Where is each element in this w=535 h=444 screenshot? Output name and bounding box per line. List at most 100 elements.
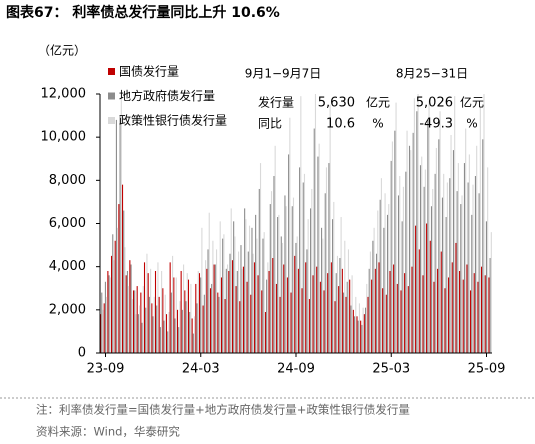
bar [195, 283, 197, 353]
bar [478, 193, 480, 353]
bar [284, 195, 286, 353]
bar [259, 163, 262, 353]
bar [169, 262, 171, 353]
bar [399, 176, 401, 353]
bar [449, 178, 451, 353]
bar [158, 296, 160, 353]
row-unit: % [466, 117, 477, 131]
bar [335, 273, 337, 353]
bar [128, 286, 130, 353]
bar [266, 279, 268, 353]
bar [174, 318, 176, 353]
bar [257, 275, 259, 353]
bar [100, 314, 102, 353]
bar [170, 292, 172, 353]
bar [285, 206, 287, 353]
bar [145, 307, 147, 353]
bar [482, 139, 484, 353]
row-unit: % [372, 117, 383, 131]
bar [318, 143, 320, 353]
bar [200, 277, 202, 353]
bar [197, 270, 199, 353]
bar [299, 167, 301, 353]
bar [437, 268, 439, 353]
bar [407, 286, 409, 353]
bar [366, 283, 368, 353]
legend-label: 地方政府债发行量 [119, 88, 215, 103]
bar [445, 217, 447, 353]
bar [218, 296, 220, 353]
bar [350, 305, 352, 353]
bar [102, 309, 104, 353]
y-tick-label: 8,000 [49, 173, 86, 188]
bar [363, 314, 365, 353]
bar [463, 163, 466, 353]
bar [192, 333, 194, 353]
bar [383, 227, 385, 353]
bar [224, 299, 226, 353]
legend-label: 国债发行量 [119, 64, 179, 79]
bar [173, 277, 175, 353]
bar [477, 281, 479, 353]
bar [233, 221, 235, 353]
bar [255, 214, 257, 353]
bar [397, 195, 400, 353]
bar [184, 290, 186, 353]
row-unit: 亿元 [366, 95, 390, 110]
bar [307, 219, 309, 353]
bar [466, 264, 468, 353]
bar [126, 270, 128, 353]
bar [419, 165, 422, 353]
bar [119, 115, 121, 353]
bar [374, 268, 376, 353]
bar [274, 145, 276, 353]
bar [246, 281, 248, 353]
bar [368, 268, 370, 353]
bar [440, 251, 442, 353]
bar [443, 173, 445, 353]
bar [429, 240, 431, 353]
legend-swatch [108, 117, 115, 124]
bar [176, 309, 179, 353]
bar [198, 273, 201, 353]
bar [413, 98, 415, 353]
row-value: -49.3 [419, 117, 453, 132]
bar [125, 275, 127, 353]
bar [244, 208, 246, 353]
bar [421, 156, 423, 353]
y-tick-label: 0 [78, 346, 86, 361]
bar [202, 305, 204, 353]
bar [412, 132, 414, 353]
bar [164, 294, 166, 353]
bar [231, 260, 233, 353]
bar [185, 301, 187, 353]
bar [189, 311, 191, 353]
bar [124, 247, 126, 353]
bar [435, 147, 437, 353]
bar [459, 270, 461, 353]
bar [349, 279, 351, 353]
bar [230, 208, 232, 353]
y-tick-label: 4,000 [49, 259, 86, 274]
bar [410, 150, 412, 353]
bar [393, 264, 395, 353]
bar [228, 270, 230, 353]
bar [262, 238, 264, 353]
bar [428, 100, 430, 353]
bar [426, 223, 428, 353]
bar [123, 210, 125, 353]
bar [465, 128, 467, 353]
x-tick-label: 25-03 [372, 362, 410, 377]
bar [191, 318, 193, 353]
bar [181, 309, 183, 353]
bar [341, 268, 343, 353]
bar [460, 204, 462, 353]
bar [319, 281, 321, 353]
bar [470, 290, 472, 353]
bar [157, 262, 159, 353]
bar [424, 169, 426, 353]
bar [152, 316, 154, 353]
y-tick-label: 6,000 [49, 216, 86, 231]
bar [404, 273, 406, 353]
bar [159, 327, 161, 353]
